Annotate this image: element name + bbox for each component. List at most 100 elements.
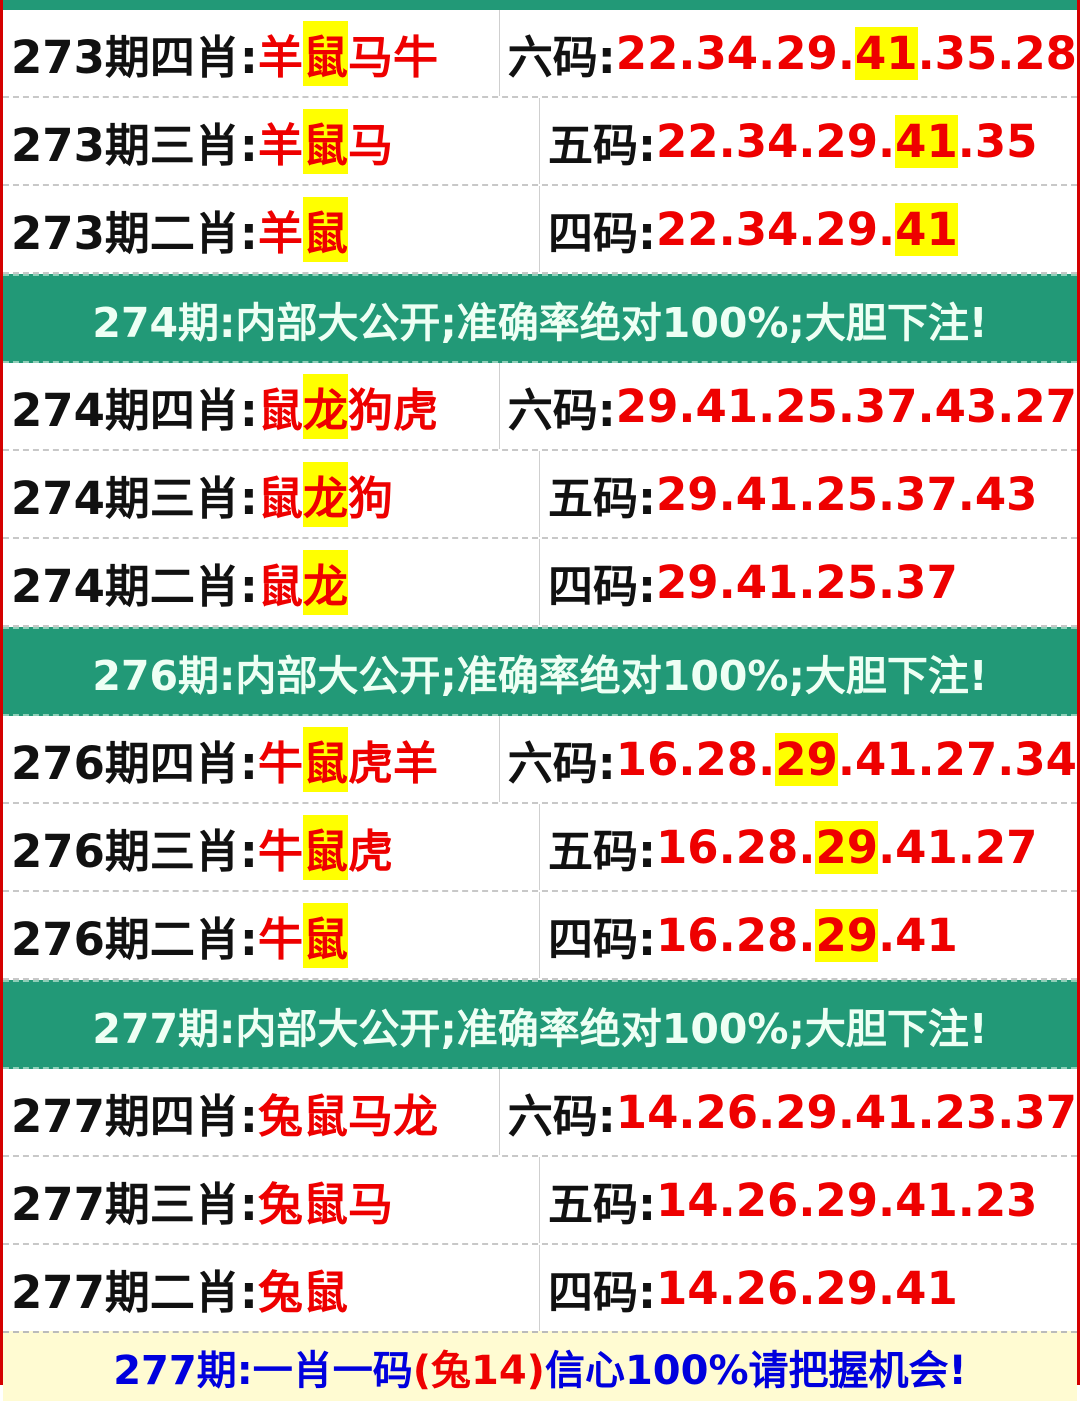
row-label: 四码: xyxy=(548,912,656,966)
prediction-text: 兔鼠马 xyxy=(257,1177,393,1231)
highlighted-text: 鼠 xyxy=(302,108,348,174)
numbers-cell: 五码: 29.41.25.37.43 xyxy=(540,451,1077,537)
table-row: 276期四肖: 牛鼠虎羊 六码: 16.28. 29.41.27.34 xyxy=(3,716,1077,804)
prediction-text: 羊 xyxy=(257,206,303,260)
section-header: 274期:内部大公开;准确率绝对100%;大胆下注! xyxy=(3,274,1077,363)
prediction-text: 14.26.29.41 xyxy=(656,1261,958,1315)
highlighted-text: 鼠 xyxy=(302,20,348,86)
highlighted-text: 41 xyxy=(895,202,958,256)
table-row: 277期三肖: 兔鼠马 五码: 14.26.29.41.23 xyxy=(3,1157,1077,1245)
highlighted-text: 鼠 xyxy=(302,902,348,968)
numbers-cell: 五码: 22.34.29. 41.35 xyxy=(540,98,1077,184)
sections-container: 273期四肖: 羊鼠马牛 六码: 22.34.29. 41.35.28 273期三肖: 羊鼠… xyxy=(3,10,1077,1331)
numbers-cell: 六码: 16.28. 29.41.27.34 xyxy=(500,716,1077,802)
highlighted-text: 41 xyxy=(854,26,918,80)
prediction-text: 22.34.29. xyxy=(615,26,855,80)
prediction-text: 29.41.25.37 xyxy=(656,555,958,609)
prediction-text: .41.27.34 xyxy=(837,732,1077,786)
prediction-text: 22.34.29. xyxy=(656,202,896,256)
table-row: 276期三肖: 牛鼠虎五码: 16.28. 29.41.27 xyxy=(3,804,1077,892)
row-label: 274期二肖: xyxy=(11,559,258,613)
zodiac-cell: 274期二肖: 鼠龙 xyxy=(3,539,540,625)
row-label: 五码: xyxy=(548,471,656,525)
row-label: 五码: xyxy=(548,824,656,878)
prediction-text: 16.28. xyxy=(656,820,816,874)
row-label: 四码: xyxy=(548,1265,656,1319)
row-label: 277期二肖: xyxy=(11,1265,258,1319)
row-label: 273期四肖: xyxy=(11,30,258,84)
highlighted-text: 鼠 xyxy=(302,196,348,262)
row-label: 274期四肖: xyxy=(11,383,258,437)
prediction-text: 14.26.29.41.23.37 xyxy=(615,1085,1077,1139)
table-row: 273期四肖: 羊鼠马牛 六码: 22.34.29. 41.35.28 xyxy=(3,10,1077,98)
row-label: 277期四肖: xyxy=(11,1089,258,1143)
numbers-cell: 四码: 22.34.29. 41 xyxy=(540,186,1077,272)
table-row: 277期二肖: 兔鼠 四码: 14.26.29.41 xyxy=(3,1245,1077,1331)
table-row: 274期二肖: 鼠龙四码: 29.41.25.37 xyxy=(3,539,1077,627)
prediction-text: 狗 xyxy=(347,471,393,525)
numbers-cell: 六码: 29.41.25.37.43.27 xyxy=(500,363,1077,449)
row-label: 273期二肖: xyxy=(11,206,258,260)
prediction-text: .35 xyxy=(957,114,1038,168)
zodiac-cell: 277期二肖: 兔鼠 xyxy=(3,1245,540,1331)
table-row: 274期四肖: 鼠龙狗虎 六码: 29.41.25.37.43.27 xyxy=(3,363,1077,451)
table-row: 274期三肖: 鼠龙狗五码: 29.41.25.37.43 xyxy=(3,451,1077,539)
row-label: 六码: xyxy=(507,383,616,437)
numbers-cell: 四码: 29.41.25.37 xyxy=(540,539,1077,625)
zodiac-cell: 274期四肖: 鼠龙狗虎 xyxy=(3,363,500,449)
zodiac-cell: 276期四肖: 牛鼠虎羊 xyxy=(3,716,500,802)
table-row: 273期三肖: 羊鼠马五码: 22.34.29. 41.35 xyxy=(3,98,1077,186)
prediction-text: 牛 xyxy=(257,736,303,790)
row-label: 六码: xyxy=(507,736,616,790)
row-label: 五码: xyxy=(548,1177,656,1231)
zodiac-cell: 273期四肖: 羊鼠马牛 xyxy=(3,10,500,96)
row-label: 276期二肖: xyxy=(11,912,258,966)
zodiac-cell: 273期三肖: 羊鼠马 xyxy=(3,98,540,184)
row-label: 274期三肖: xyxy=(11,471,258,525)
prediction-text: 29.41.25.37.43 xyxy=(656,467,1038,521)
top-header-strip xyxy=(3,0,1077,10)
highlighted-text: 龙 xyxy=(302,549,348,615)
prediction-text: 马 xyxy=(347,118,393,172)
numbers-cell: 六码: 14.26.29.41.23.37 xyxy=(500,1069,1077,1155)
row-label: 五码: xyxy=(548,118,656,172)
prediction-text: 兔鼠马龙 xyxy=(257,1089,438,1143)
prediction-text: 牛 xyxy=(257,824,303,878)
prediction-text: 虎羊 xyxy=(347,736,438,790)
row-label: 六码: xyxy=(507,30,616,84)
section-header: 276期:内部大公开;准确率绝对100%;大胆下注! xyxy=(3,627,1077,716)
footer-banner: 277期:一肖一码 (兔14) 信心100%请把握机会! xyxy=(3,1331,1077,1401)
prediction-text: 羊 xyxy=(257,30,303,84)
table-row: 276期二肖: 牛鼠四码: 16.28. 29.41 xyxy=(3,892,1077,980)
highlighted-text: 29 xyxy=(815,908,879,962)
numbers-cell: 五码: 14.26.29.41.23 xyxy=(540,1157,1077,1243)
zodiac-cell: 276期二肖: 牛鼠 xyxy=(3,892,540,978)
row-label: 277期三肖: xyxy=(11,1177,258,1231)
prediction-text: .41 xyxy=(878,908,958,962)
prediction-text: 鼠 xyxy=(257,559,303,613)
highlighted-text: 龙 xyxy=(302,461,348,527)
footer-prefix: 277期:一肖一码 xyxy=(113,1348,413,1394)
zodiac-cell: 277期三肖: 兔鼠马 xyxy=(3,1157,540,1243)
prediction-text: 29.41.25.37.43.27 xyxy=(615,379,1077,433)
numbers-cell: 四码: 14.26.29.41 xyxy=(540,1245,1077,1331)
numbers-cell: 五码: 16.28. 29.41.27 xyxy=(540,804,1077,890)
table-row: 273期二肖: 羊鼠 四码: 22.34.29. 41 xyxy=(3,186,1077,274)
prediction-text: 16.28. xyxy=(615,732,776,786)
highlighted-text: 鼠 xyxy=(302,726,348,792)
numbers-cell: 四码: 16.28. 29.41 xyxy=(540,892,1077,978)
prediction-text: 鼠 xyxy=(257,383,303,437)
zodiac-cell: 277期四肖: 兔鼠马龙 xyxy=(3,1069,500,1155)
highlighted-text: 鼠 xyxy=(302,814,348,880)
zodiac-cell: 274期三肖: 鼠龙狗 xyxy=(3,451,540,537)
prediction-text: .41.27 xyxy=(878,820,1038,874)
prediction-text: 虎 xyxy=(347,824,393,878)
prediction-text: 马牛 xyxy=(347,30,438,84)
table-row: 277期四肖: 兔鼠马龙 六码: 14.26.29.41.23.37 xyxy=(3,1069,1077,1157)
highlighted-text: 29 xyxy=(775,732,838,786)
prediction-text: 牛 xyxy=(257,912,303,966)
row-label: 276期四肖: xyxy=(11,736,258,790)
prediction-text: 兔鼠 xyxy=(257,1265,348,1319)
highlighted-text: 龙 xyxy=(302,373,348,439)
